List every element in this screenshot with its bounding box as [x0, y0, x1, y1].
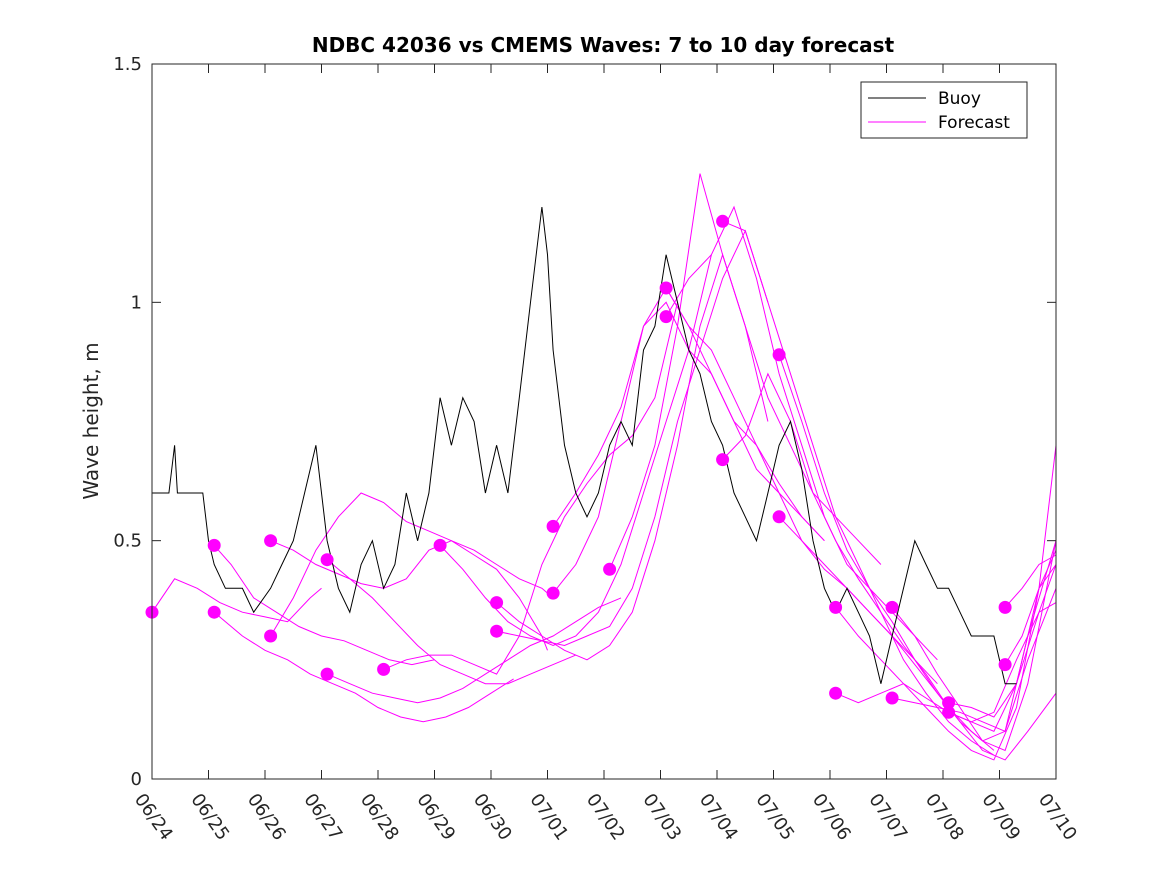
forecast-start-marker [998, 600, 1012, 614]
forecast-start-marker [207, 538, 221, 552]
forecast-start-marker [320, 667, 334, 681]
forecast-start-marker [716, 214, 730, 228]
y-tick-label: 1 [131, 292, 142, 313]
forecast-series-line [439, 254, 712, 647]
forecast-series-line [778, 516, 1057, 761]
forecast-start-marker [546, 519, 560, 533]
forecast-markers-group [145, 214, 1012, 719]
forecast-start-marker [716, 453, 730, 467]
legend-box [860, 81, 1028, 139]
forecast-series-line [948, 602, 1057, 718]
legend-label-buoy: Buoy [938, 89, 981, 109]
forecast-start-marker [659, 281, 673, 295]
forecast-start-marker [772, 348, 786, 362]
forecast-start-marker [264, 629, 278, 643]
buoy-series-line [152, 206, 1017, 685]
legend: Buoy Forecast [860, 81, 1028, 139]
forecast-start-marker [772, 510, 786, 524]
y-tick-label: 1.5 [113, 54, 142, 75]
forecast-start-marker [998, 658, 1012, 672]
chart-title: NDBC 42036 vs CMEMS Waves: 7 to 10 day f… [312, 33, 895, 57]
forecast-series-line [1004, 554, 1057, 608]
x-tick-label: 06/26 [243, 790, 290, 845]
forecast-start-marker [490, 624, 504, 638]
x-tick-label: 06/27 [299, 790, 346, 845]
forecast-start-marker [829, 686, 843, 700]
x-tick-label: 07/03 [638, 790, 685, 845]
forecast-start-marker [207, 605, 221, 619]
x-tick-label: 07/04 [695, 790, 742, 845]
forecast-series-line [326, 597, 622, 704]
x-tick-label: 07/08 [921, 790, 968, 845]
x-tick-label: 06/29 [412, 790, 459, 845]
forecast-series-line [270, 492, 548, 637]
forecast-start-marker [885, 691, 899, 705]
forecast-series-line [948, 549, 1057, 732]
forecast-series-line [891, 540, 1057, 752]
plot-area [152, 64, 1056, 779]
forecast-start-marker [320, 553, 334, 567]
x-tick-label: 07/10 [1034, 790, 1081, 845]
x-tick-label: 07/09 [977, 790, 1024, 845]
forecast-series-line [383, 302, 678, 675]
forecast-start-marker [490, 596, 504, 610]
x-tick-label: 07/01 [525, 790, 572, 845]
x-tick-label: 07/07 [864, 790, 911, 845]
forecast-series-line [213, 545, 435, 666]
forecast-series-line [891, 588, 1057, 732]
forecast-series-line [151, 578, 322, 623]
forecast-start-marker [603, 562, 617, 576]
x-tick-label: 06/30 [469, 790, 516, 845]
forecast-start-marker [377, 662, 391, 676]
forecast-start-marker [942, 705, 956, 719]
plot-background [152, 64, 1056, 779]
y-axis-label: Wave height, m [79, 342, 103, 499]
forecast-start-marker [659, 310, 673, 324]
x-tick-label: 06/28 [356, 790, 403, 845]
forecast-series-line [213, 611, 514, 723]
y-tick-label: 0 [131, 769, 142, 790]
forecast-start-marker [264, 534, 278, 548]
buoy-series-group [152, 206, 1017, 685]
forecast-start-marker [942, 696, 956, 710]
forecast-start-marker [885, 600, 899, 614]
x-tick-label: 07/06 [808, 790, 855, 845]
forecast-series-line [270, 540, 548, 651]
forecast-start-marker [433, 538, 447, 552]
forecast-series-line [1004, 564, 1057, 665]
legend-label-forecast: Forecast [938, 113, 1010, 133]
forecast-series-line [496, 229, 769, 647]
x-tick-label: 07/05 [751, 790, 798, 845]
y-axis: 0 0.5 1 1.5 [113, 54, 1056, 790]
x-tick-label: 06/24 [130, 790, 177, 845]
forecast-series-line [326, 559, 576, 685]
forecast-start-marker [546, 586, 560, 600]
x-tick-label: 06/25 [186, 790, 233, 845]
forecast-series-line [722, 220, 995, 756]
y-tick-label: 0.5 [113, 531, 142, 552]
x-tick-label: 07/02 [582, 790, 629, 845]
forecast-start-marker [829, 600, 843, 614]
